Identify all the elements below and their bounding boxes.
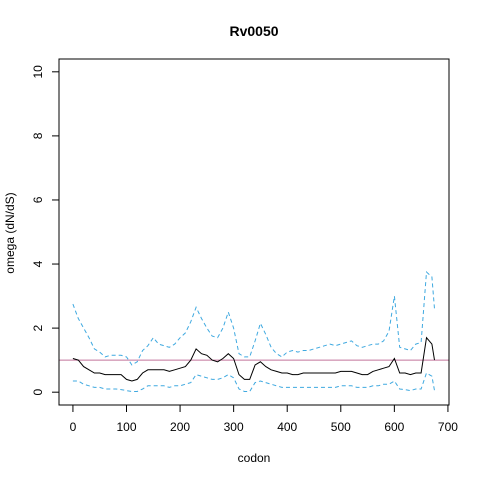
chart-title: Rv0050 [229, 23, 278, 39]
x-tick-label: 0 [70, 420, 77, 434]
x-axis: 0 100 200 300 400 500 600 700 [70, 404, 458, 434]
y-axis-label: omega (dN/dS) [3, 192, 17, 273]
x-tick-label: 200 [170, 420, 190, 434]
y-tick-label: 0 [31, 389, 45, 396]
y-tick-label: 2 [31, 324, 45, 331]
x-tick-label: 300 [224, 420, 244, 434]
y-axis: 0 2 4 6 8 10 [31, 65, 60, 396]
omega-estimate-line [72, 336, 435, 382]
y-tick-label: 8 [31, 132, 45, 139]
y-tick-label: 10 [31, 65, 45, 79]
x-tick-label: 100 [116, 420, 136, 434]
x-axis-label: codon [238, 451, 271, 465]
series-layer [59, 270, 449, 392]
x-tick-label: 500 [331, 420, 351, 434]
x-tick-label: 700 [438, 420, 458, 434]
upper-ci-line [72, 270, 435, 366]
y-tick-label: 6 [31, 196, 45, 203]
x-tick-label: 400 [277, 420, 297, 434]
lower-ci-line [72, 372, 435, 392]
x-tick-label: 600 [384, 420, 404, 434]
y-tick-label: 4 [31, 260, 45, 267]
